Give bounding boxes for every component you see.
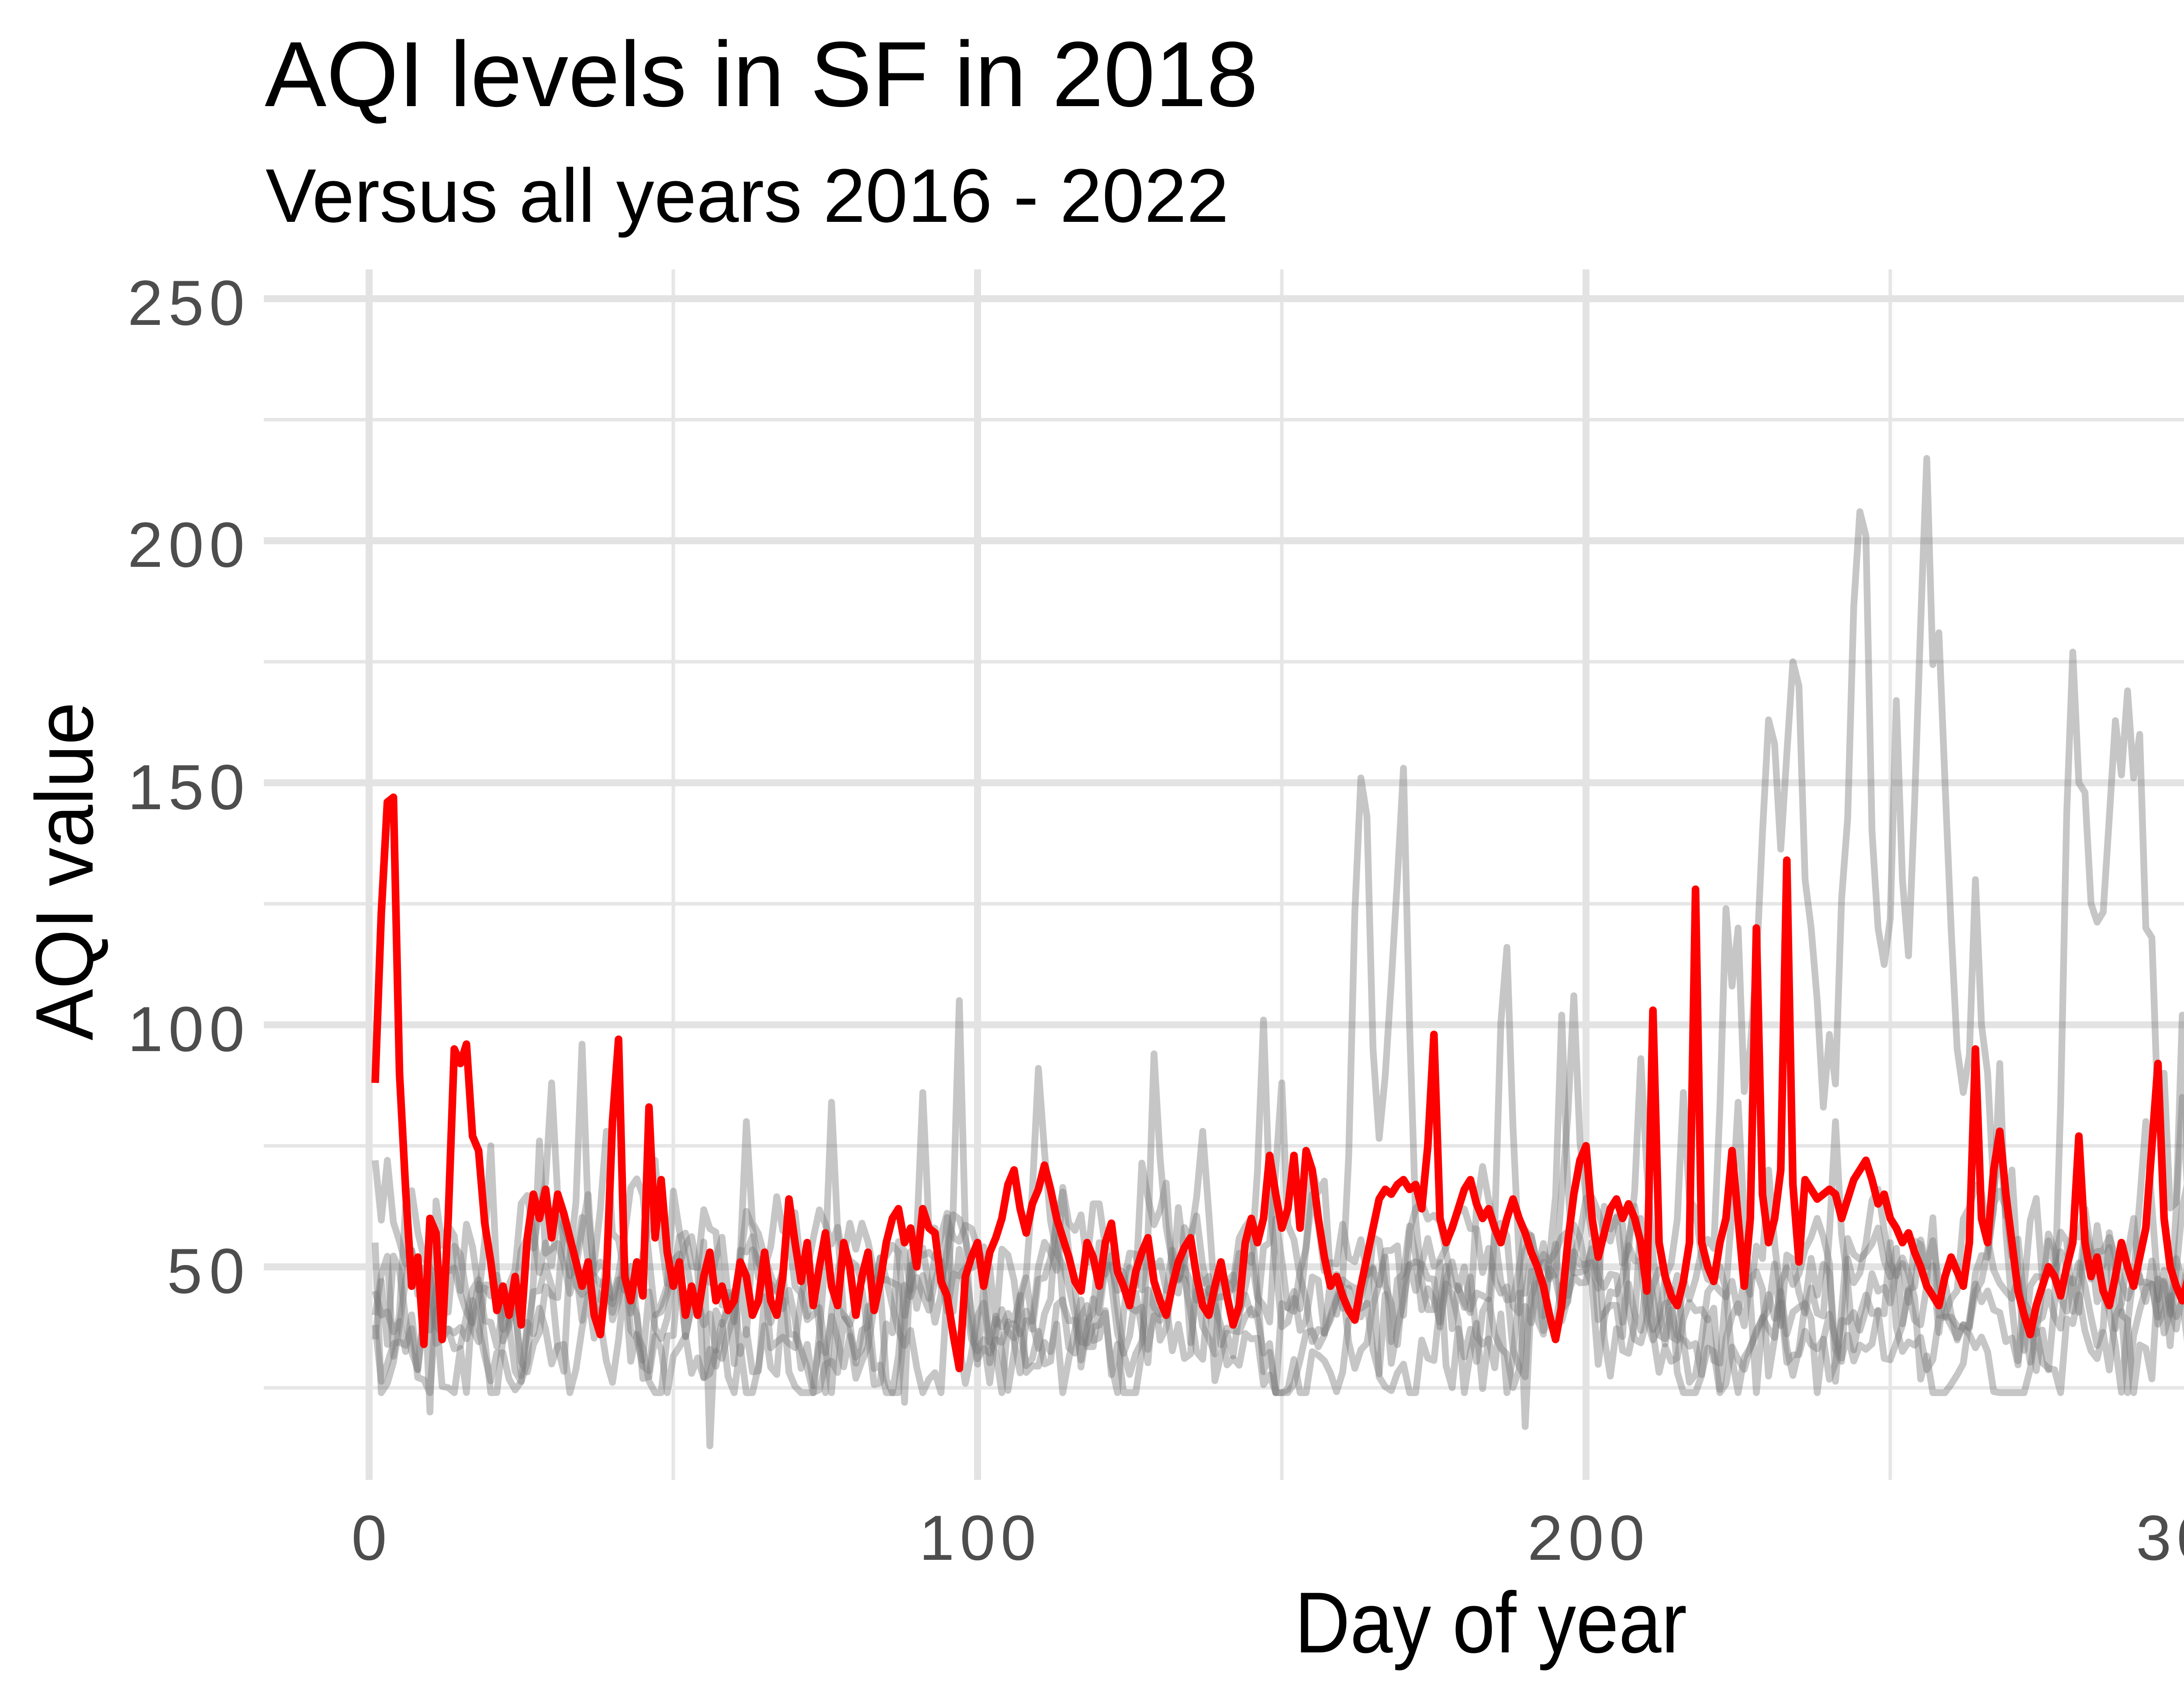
svg-text:AQI value: AQI value — [19, 702, 110, 1041]
svg-text:Day of year: Day of year — [1295, 1574, 1687, 1671]
svg-text:100: 100 — [128, 993, 245, 1065]
svg-text:100: 100 — [919, 1502, 1036, 1573]
svg-text:300: 300 — [2136, 1502, 2184, 1573]
svg-text:150: 150 — [128, 752, 245, 823]
svg-text:250: 250 — [128, 267, 245, 338]
svg-text:200: 200 — [1527, 1502, 1645, 1573]
svg-text:200: 200 — [128, 509, 245, 580]
svg-text:AQI levels in SF in 2018: AQI levels in SF in 2018 — [265, 22, 1258, 126]
svg-text:Versus all years 2016 - 2022: Versus all years 2016 - 2022 — [266, 153, 1229, 238]
svg-text:0: 0 — [351, 1502, 387, 1573]
